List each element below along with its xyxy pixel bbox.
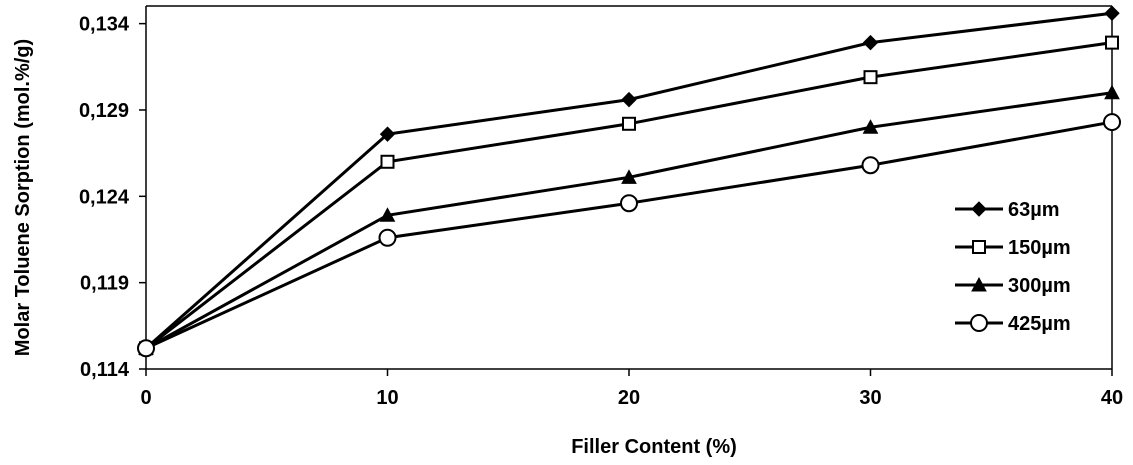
data-point [378,228,397,247]
data-point [380,154,395,169]
legend-item: 150µm [955,237,1071,259]
legend-label: 425µm [1008,313,1071,335]
data-point [622,116,636,131]
x-tick-label: 20 [618,387,640,409]
legend-label: 63µm [1008,199,1060,221]
x-tick-label: 0 [140,387,151,409]
legend-item: 425µm [955,313,1071,335]
series-3 [137,113,1121,358]
data-point [137,339,155,358]
legend-label: 150µm [1008,237,1071,259]
x-tick-label: 10 [376,387,398,409]
data-point [1105,35,1119,50]
y-tick-label: 0,119 [80,273,129,295]
data-point [1104,84,1120,100]
y-tick-label: 0,124 [79,186,130,208]
x-tick-label: 30 [859,387,881,409]
legend-marker [971,201,987,217]
data-point [1104,5,1120,21]
y-tick-label: 0,129 [79,100,129,122]
data-point [862,119,879,134]
data-point [861,156,880,175]
plot-frame [145,5,1113,370]
data-point [379,126,396,142]
x-tick-label: 40 [1101,387,1123,409]
legend-item: 63µm [955,199,1060,221]
data-point [620,194,638,213]
data-point [863,70,878,85]
data-point [379,207,396,222]
y-tick-label: 0,114 [80,359,130,381]
series-group [137,5,1121,358]
data-point [862,34,879,51]
data-point [621,91,637,108]
legend-marker [971,276,987,292]
legend: 63µm 150µm 300µm 425µm [955,199,1071,335]
y-axis-title: Molar Toluene Sorption (mol.%/g) [12,39,34,356]
legend-item: 300µm [955,275,1071,297]
x-axis-title: Filler Content (%) [571,436,737,458]
legend-marker [970,314,988,332]
y-tick-label: 0,134 [79,14,130,36]
data-point [1103,113,1121,132]
axis-ticks: 0,114 0,119 0,124 0,129 0,134 0 10 20 30 40 [79,14,1123,409]
legend-marker [972,240,986,254]
legend-label: 300µm [1008,275,1071,297]
data-point [621,169,637,184]
